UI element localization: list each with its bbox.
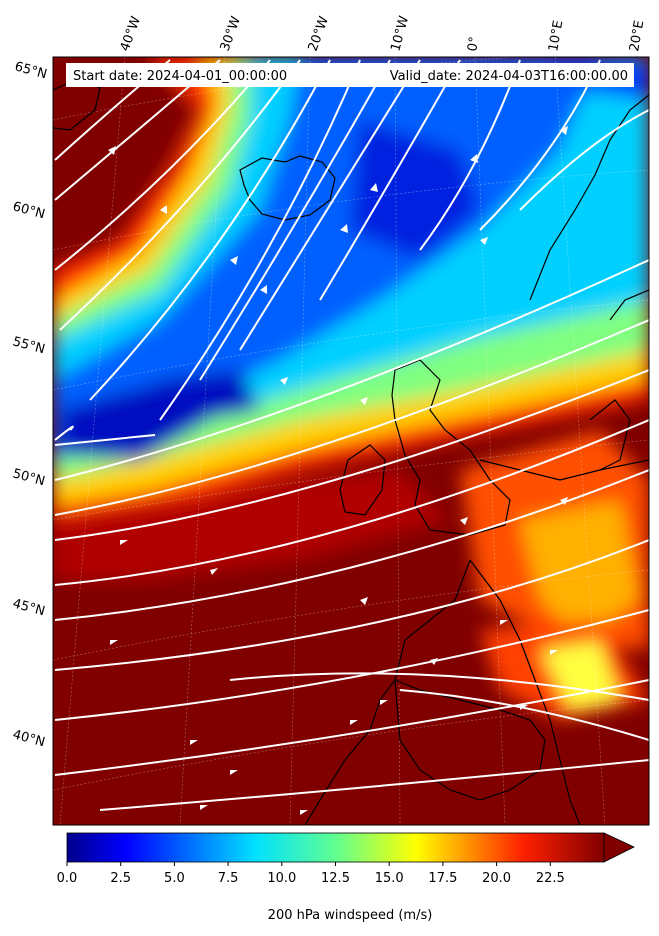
- colorbar-ramp: [66, 832, 605, 863]
- colorbar: 0.0 2.5 5.0 7.5 10.0 12.5 15.0 17.5 20.0 22.5 200…: [57, 832, 635, 923]
- scandinavia-coast: [529, 94, 649, 471]
- colorbar-title: 200 hPa windspeed (m/s): [268, 908, 433, 923]
- ireland-coast: [339, 444, 386, 516]
- colorbar-tick-label: 15.0: [375, 871, 404, 886]
- colorbar-extend-arrow: [603, 832, 635, 863]
- lon-label: 10°E: [546, 19, 566, 52]
- graticule: [53, 57, 649, 825]
- map-frame: [52, 56, 650, 826]
- colorbar-tick-label: 20.0: [482, 871, 511, 886]
- longitude-labels: 40°W 30°W 20°W 10°W 0° 10°E 20°E: [118, 14, 648, 53]
- colorbar-tick-label: 10.0: [267, 871, 296, 886]
- lon-label: 10°W: [388, 14, 412, 53]
- lon-label: 30°W: [218, 14, 244, 53]
- britain-coast: [391, 359, 511, 536]
- lon-label: 0°: [465, 36, 482, 53]
- info-box: [66, 63, 634, 87]
- colorbar-tick-label: 17.5: [428, 871, 457, 886]
- colorbar-tick-label: 7.5: [218, 871, 239, 886]
- lon-label: 20°W: [306, 14, 332, 53]
- colorbar-tick-label: 22.5: [536, 871, 565, 886]
- lat-label: 50°N: [11, 466, 47, 489]
- lon-label: 20°E: [627, 19, 647, 52]
- lat-label: 60°N: [11, 199, 47, 222]
- start-date-label: Start date: 2024-04-01_00:00:00: [73, 69, 287, 84]
- lat-label: 40°N: [11, 727, 47, 750]
- colorbar-tick-label: 0.0: [57, 871, 78, 886]
- iceland-coast: [239, 155, 336, 221]
- streamlines: [54, 59, 649, 811]
- coastlines: [53, 77, 649, 825]
- lat-label: 65°N: [13, 59, 49, 82]
- colorbar-tick-label: 2.5: [110, 871, 131, 886]
- latitude-labels: 65°N 60°N 55°N 50°N 45°N 40°N: [11, 59, 49, 750]
- lon-label: 40°W: [118, 14, 144, 53]
- colorbar-tick-label: 12.5: [321, 871, 350, 886]
- lat-label: 55°N: [11, 334, 47, 357]
- streamline-arrows: [108, 126, 568, 815]
- valid-date-label: Valid_date: 2024-04-03T16:00:00.00: [390, 69, 628, 84]
- lat-label: 45°N: [11, 596, 47, 619]
- colorbar-tick-label: 5.0: [164, 871, 185, 886]
- colorbar-ticks: 0.0 2.5 5.0 7.5 10.0 12.5 15.0 17.5 20.0 22.5: [57, 862, 565, 886]
